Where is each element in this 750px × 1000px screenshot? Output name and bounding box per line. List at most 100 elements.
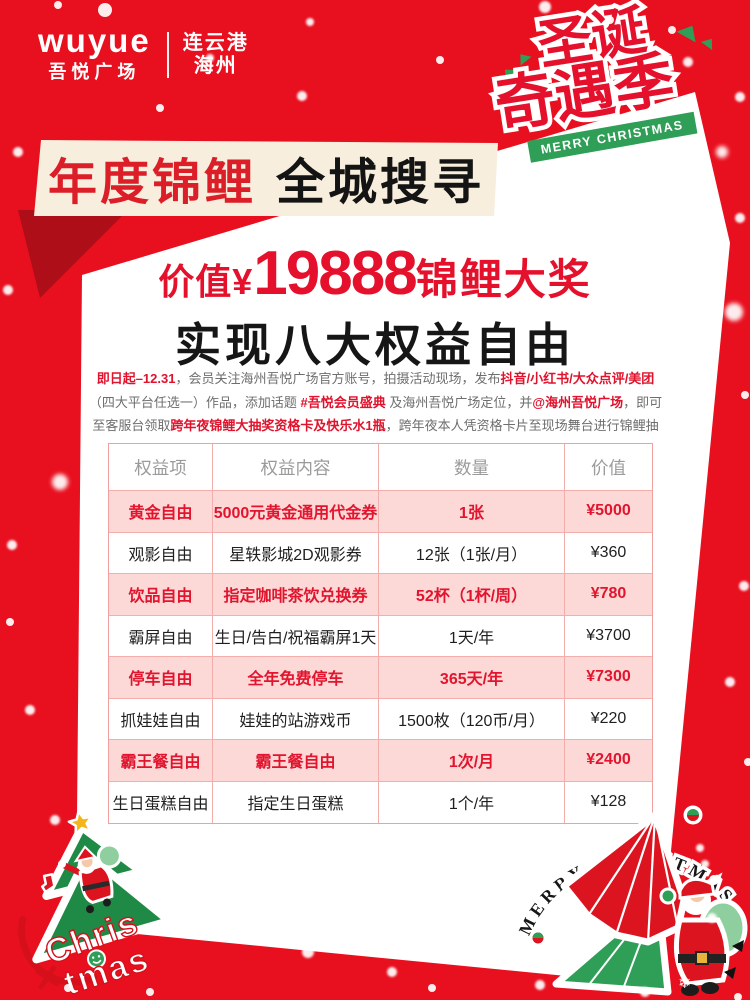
snow-dot — [25, 705, 35, 715]
wuyue-logo: wuyue — [38, 22, 151, 59]
snow-dot — [741, 391, 749, 399]
brand-header: wuyue 吾悦广场 连云港 海州 — [38, 22, 249, 84]
snow-dot — [3, 285, 13, 295]
brand-location: 连云港 海州 — [183, 32, 249, 78]
rules-emphasis: 即日起–12.31 — [96, 371, 176, 386]
prize-amount: 19888 — [253, 239, 417, 308]
snowflake-icon: ❄ — [678, 975, 691, 992]
table-cell: 1张 — [379, 491, 565, 533]
benefits-table: 权益项 权益内容 数量 价值黄金自由 5000元黄金通用代金券 1张 ¥5000 观影自由 星轶… — [108, 443, 653, 824]
brand-logo-block: wuyue 吾悦广场 — [38, 22, 151, 84]
table-cell: 生日/告白/祝福霸屏1天 — [213, 615, 379, 657]
table-cell: ¥5000 — [565, 491, 652, 533]
banner-highlight-text: 年度锦鲤 — [47, 155, 256, 210]
snow-dot — [744, 758, 750, 766]
table-cell: ¥220 — [565, 698, 652, 740]
christmas-tree-sticker: Chris tmas — [18, 810, 174, 1000]
prize-value-line: 价值¥ 19888 锦鲤大奖 — [75, 238, 675, 309]
snow-dot — [98, 3, 112, 17]
star-icon — [67, 810, 93, 836]
snow-dot — [436, 56, 444, 64]
rules-segment: （四大平台任选一）作品，添加话题 — [88, 394, 301, 410]
red-umbrella-icon — [560, 800, 688, 946]
headline-banner: 年度锦鲤 全城搜寻 — [34, 140, 498, 216]
table-cell: ¥780 — [565, 574, 652, 616]
snow-dot — [735, 92, 745, 102]
table-header-cell: 数量 — [379, 444, 565, 491]
table-cell: 52杯（1杯/周） — [379, 574, 565, 616]
table-cell: ¥7300 — [565, 657, 652, 699]
brand-city: 连云港 — [182, 32, 249, 54]
flag-icon — [724, 967, 736, 979]
ornament-ball-icon — [530, 930, 546, 946]
table-cell: 365天/年 — [379, 657, 565, 699]
snow-dot — [428, 984, 436, 992]
snow-dot — [6, 618, 14, 626]
brand-district: 海州 — [193, 55, 238, 77]
snow-dot — [539, 1, 551, 13]
prize-value-suffix: 锦鲤大奖 — [415, 256, 592, 303]
table-cell: 1个/年 — [379, 781, 565, 823]
table-cell: 霸屏自由 — [109, 615, 213, 657]
flag-icon — [732, 940, 744, 952]
x-mark-icon — [35, 965, 60, 990]
smiley-icon — [86, 949, 106, 969]
stocking-icon — [41, 873, 56, 894]
table-cell: 观影自由 — [109, 532, 213, 574]
table-cell: 指定生日蛋糕 — [213, 781, 379, 823]
table-cell: 霸王餐自由 — [109, 740, 213, 782]
rules-emphasis: #吾悦会员盛典 — [300, 394, 386, 410]
table-cell: ¥360 — [565, 532, 652, 574]
prize-subtitle: 实现八大权益自由 — [175, 319, 575, 371]
rules-text: 即日起–12.31，会员关注海州吾悦广场官方账号，拍摄活动现场，发布抖音/小红书… — [88, 367, 663, 461]
table-cell: 1天/年 — [379, 615, 565, 657]
banner-rest-text: 全城搜寻 — [276, 155, 485, 210]
rules-segment: 及海州吾悦广场定位，并 — [385, 394, 533, 410]
table-cell: 星轶影城2D观影券 — [213, 532, 379, 574]
snow-dot — [7, 540, 17, 550]
rules-emphasis: 抖音/小红书/大众点评/美团 — [500, 371, 655, 386]
tree-bottom-icon — [32, 850, 174, 964]
table-cell: ¥3700 — [565, 615, 652, 657]
table-cell: 抓娃娃自由 — [109, 698, 213, 740]
table-cell: ¥128 — [565, 781, 652, 823]
ornament-ball-icon — [683, 805, 703, 825]
brand-subtitle: 吾悦广场 — [48, 62, 141, 82]
table-header-cell: 价值 — [565, 444, 652, 491]
table-header-cell: 权益项 — [109, 444, 213, 491]
snow-dot — [52, 474, 68, 490]
table-cell: 娃娃的站游戏币 — [213, 698, 379, 740]
santa-icon — [659, 875, 748, 996]
christmas-season-badge: 圣诞 圣诞 奇遇季 奇遇季 MERRY CHRISTMAS — [477, 0, 747, 235]
snow-dot — [54, 1, 62, 9]
table-cell: 生日蛋糕自由 — [109, 781, 213, 823]
table-cell: 黄金自由 — [109, 491, 213, 533]
table-cell: 指定咖啡茶饮兑换券 — [213, 574, 379, 616]
snow-dot — [725, 677, 735, 687]
snow-dot — [13, 147, 23, 157]
table-cell: 5000元黄金通用代金券 — [213, 491, 379, 533]
snow-dot — [739, 581, 749, 591]
table-cell: 1次/月 — [379, 740, 565, 782]
brand-divider — [166, 32, 169, 78]
snow-dot — [306, 18, 314, 26]
table-cell: 12张（1张/月） — [379, 532, 565, 574]
snow-dot — [297, 91, 307, 101]
rules-emphasis: 跨年夜锦鲤大抽奖资格卡及快乐水1瓶 — [170, 418, 386, 433]
table-cell: 停车自由 — [109, 657, 213, 699]
table-cell: 霸王餐自由 — [213, 740, 379, 782]
santa-umbrella-sticker: MERRY CHRISTMAS MERRY CHRISTMAS — [518, 800, 748, 996]
table-header-cell: 权益内容 — [213, 444, 379, 491]
prize-value-prefix: 价值¥ — [158, 261, 254, 302]
rules-emphasis: @海州吾悦广场 — [532, 394, 624, 410]
snow-dot — [735, 213, 745, 223]
snow-dot — [156, 104, 164, 112]
rules-segment: ，即可至客服台领取 — [92, 394, 663, 434]
table-cell: ¥2400 — [565, 740, 652, 782]
santa-climbing-icon — [58, 843, 122, 914]
rules-segment: ，会员关注海州吾悦广场官方账号，拍摄活动现场，发布 — [175, 371, 501, 386]
table-cell: 全年免费停车 — [213, 657, 379, 699]
table-cell: 饮品自由 — [109, 574, 213, 616]
prize-headline: 价值¥ 19888 锦鲤大奖 实现八大权益自由 — [75, 238, 675, 375]
